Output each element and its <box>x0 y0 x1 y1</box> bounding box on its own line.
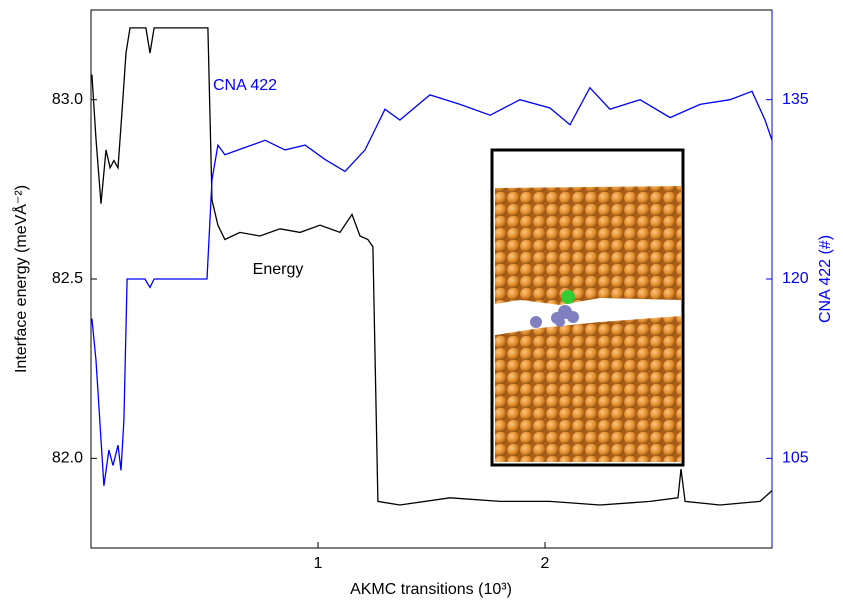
x-tick-label: 2 <box>541 555 550 572</box>
y2-axis-label: CNA 422 (#) <box>817 235 834 323</box>
y2-tick-label: 135 <box>782 91 809 108</box>
inset-image <box>490 148 685 467</box>
y2-tick-label: 120 <box>782 270 809 287</box>
y-tick-label: 82.5 <box>52 270 83 287</box>
series-line <box>91 27 773 506</box>
series-label: CNA 422 <box>213 77 277 94</box>
y2-tick-label: 105 <box>782 450 809 467</box>
y-axis-label: Interface energy (meVÅ⁻²) <box>11 185 30 373</box>
x-tick-label: 1 <box>314 555 323 572</box>
y-tick-label: 83.0 <box>52 91 83 108</box>
series-label: Energy <box>253 261 304 278</box>
x-axis-label: AKMC transitions (10³) <box>350 581 512 598</box>
y-tick-label: 82.0 <box>52 450 83 467</box>
series-line <box>91 86 773 486</box>
